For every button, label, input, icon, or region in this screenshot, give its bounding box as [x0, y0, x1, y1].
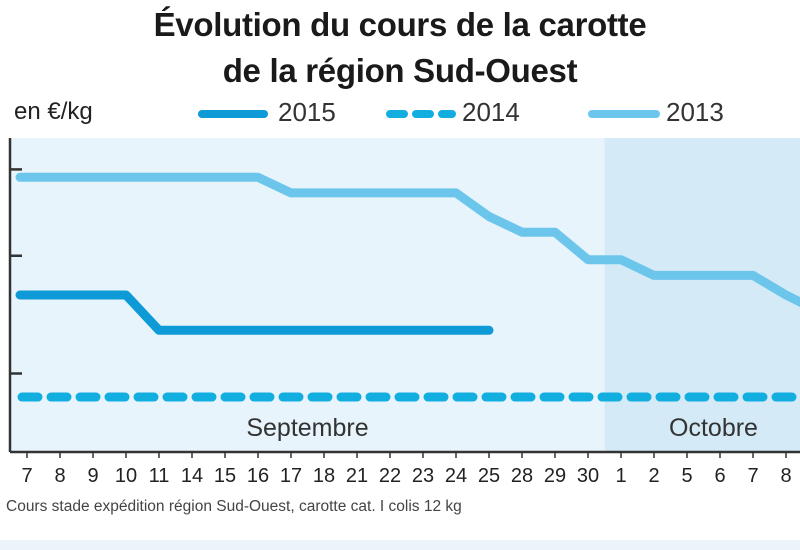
x-tick-label-20: 5 [681, 465, 692, 487]
bottom-band [0, 540, 800, 550]
x-tick-label-14: 25 [478, 465, 500, 487]
x-tick-label-2: 9 [87, 465, 98, 487]
chart-footnote: Cours stade expédition région Sud-Ouest,… [6, 498, 462, 515]
legend-label-2015: 2015 [278, 97, 336, 127]
x-tick-label-8: 17 [280, 465, 302, 487]
x-tick-label-10: 21 [346, 465, 368, 487]
x-tick-label-7: 16 [247, 465, 269, 487]
x-tick-label-12: 23 [412, 465, 434, 487]
x-tick-label-23: 8 [780, 465, 791, 487]
month-label-septembre: Septembre [246, 414, 368, 442]
x-tick-label-16: 29 [544, 465, 566, 487]
x-tick-label-22: 7 [747, 465, 758, 487]
x-tick-label-13: 24 [445, 465, 467, 487]
legend-label-2013: 2013 [666, 97, 724, 127]
chart-title: Évolution du cours de la carotte de la r… [0, 2, 800, 94]
legend-swatch-2014 [386, 110, 456, 118]
line-chart: 7 8 9 10 11 14 15 16 17 18 21 22 23 24 25 28 29 30 1 2 5 6 7 8S… [8, 138, 800, 487]
legend-label-2014: 2014 [462, 97, 520, 127]
legend-swatch-2015 [198, 110, 268, 118]
chart-title-line-1: Évolution du cours de la carotte [153, 6, 647, 43]
x-tick-label-0: 7 [21, 465, 32, 487]
x-tick-label-18: 1 [615, 465, 626, 487]
series-line-2015 [15, 290, 494, 335]
series-line-2013 [15, 172, 800, 308]
x-tick-label-21: 6 [714, 465, 725, 487]
x-tick-label-17: 30 [577, 465, 599, 487]
month-label-octobre: Octobre [669, 414, 758, 442]
x-tick-label-5: 14 [181, 465, 203, 487]
legend-swatch-2013 [588, 110, 660, 118]
y-axis-unit-label: en €/kg [14, 98, 93, 125]
x-tick-label-4: 11 [149, 465, 170, 487]
plot-background-octobre [604, 138, 800, 452]
x-tick-label-1: 8 [54, 465, 65, 487]
x-tick-label-15: 28 [511, 465, 533, 487]
x-tick-label-9: 18 [313, 465, 335, 487]
x-tick-label-19: 2 [648, 465, 659, 487]
x-tick-label-3: 10 [115, 465, 137, 487]
chart-title-line-2: de la région Sud-Ouest [222, 52, 578, 89]
x-tick-label-6: 15 [214, 465, 236, 487]
x-tick-label-11: 22 [379, 465, 401, 487]
